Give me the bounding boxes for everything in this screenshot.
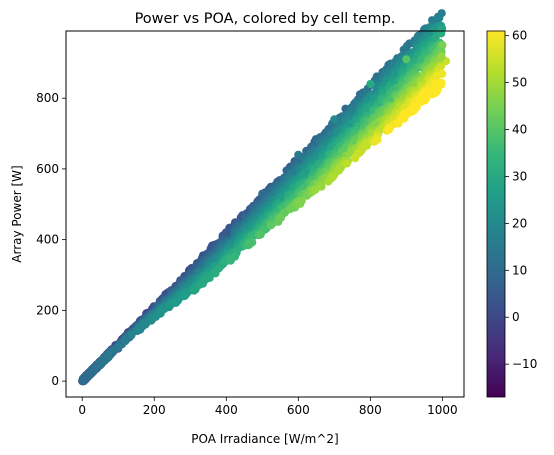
- x-tick-label: 1000: [427, 403, 458, 417]
- scatter-point: [97, 357, 107, 366]
- scatter-point: [373, 135, 382, 144]
- x-tick-label: 800: [359, 403, 382, 417]
- scatter-point: [222, 228, 231, 237]
- scatter-point: [366, 79, 375, 89]
- scatter-point: [317, 182, 326, 191]
- scatter-point: [136, 323, 145, 332]
- y-tick-label: 800: [36, 91, 59, 105]
- scatter-points: [78, 9, 451, 386]
- scatter-point: [245, 239, 254, 248]
- chart-title: Power vs POA, colored by cell temp.: [135, 11, 396, 27]
- y-tick-label: 0: [51, 374, 59, 388]
- scatter-point: [180, 291, 189, 301]
- scatter-point: [421, 94, 431, 104]
- colorbar-tick-label: 40: [512, 123, 527, 137]
- colorbar-tick-label: 30: [512, 169, 527, 183]
- y-tick-label: 600: [36, 162, 59, 176]
- x-axis-ticks: 0 200 400 600 800 1000: [78, 397, 458, 417]
- scatter-point: [294, 150, 303, 159]
- colorbar-tick-label: 10: [512, 263, 527, 277]
- scatter-point: [328, 172, 338, 182]
- scatter-point: [393, 119, 402, 128]
- colorbar: [486, 30, 506, 398]
- scatter-point: [402, 55, 411, 64]
- scatter-point: [205, 273, 214, 282]
- colorbar-tick-label: 0: [512, 310, 520, 324]
- scatter-point: [407, 107, 417, 116]
- y-tick-label: 400: [36, 233, 59, 247]
- axes-frame: [65, 30, 465, 398]
- x-tick-label: 400: [215, 403, 238, 417]
- y-tick-label: 200: [36, 303, 59, 317]
- x-tick-label: 0: [78, 403, 86, 417]
- scatter-point: [330, 115, 339, 124]
- x-tick-label: 200: [143, 403, 166, 417]
- y-axis-label: Array Power [W]: [10, 165, 24, 262]
- scatter-point: [104, 350, 113, 359]
- scatter-point: [191, 285, 200, 294]
- scatter-point: [430, 88, 440, 98]
- scatter-point: [437, 52, 446, 62]
- scatter-point: [438, 41, 447, 50]
- scatter-point: [226, 256, 235, 265]
- scatter-point: [156, 309, 165, 318]
- scatter-point: [258, 189, 267, 198]
- scatter-point: [351, 154, 360, 163]
- scatter-point: [342, 159, 351, 168]
- scatter-point: [197, 279, 206, 288]
- scatter-point: [211, 269, 220, 278]
- scatter-point: [79, 374, 88, 383]
- scatter-point: [294, 199, 303, 208]
- scatter-point: [274, 217, 283, 226]
- colorbar-tick-label: 20: [512, 216, 527, 230]
- y-axis-ticks: 0 200 400 600 800: [36, 91, 66, 388]
- colorbar-ticks: −10 0 10 20 30 40 50 60: [505, 29, 537, 371]
- scatter-point: [171, 298, 180, 307]
- x-axis-label: POA Irradiance [W/m^2]: [191, 432, 338, 446]
- scatter-point: [286, 204, 295, 214]
- scatter-point: [256, 230, 265, 239]
- colorbar-tick-label: 50: [512, 76, 527, 90]
- colorbar-tick-label: −10: [512, 357, 537, 371]
- scatter-point: [435, 14, 444, 23]
- scatter-point: [266, 221, 275, 230]
- scatter-point: [127, 330, 136, 339]
- scatter-point: [384, 125, 393, 134]
- scatter-point: [120, 335, 129, 344]
- x-tick-label: 600: [287, 403, 310, 417]
- scatter-point: [311, 185, 320, 194]
- colorbar-tick-label: 60: [512, 29, 527, 43]
